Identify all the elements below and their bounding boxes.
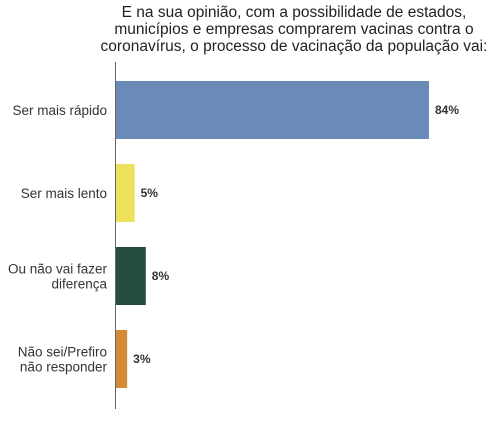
category-label-3: Ou não vai fazer diferença — [8, 262, 108, 292]
chart-title-line-2: municípios e empresas comprarem vacinas … — [114, 21, 474, 38]
category-label-1: Ser mais rápido — [12, 103, 107, 118]
value-label-4: 3% — [133, 352, 151, 366]
category-label-4-line-2: não responder — [20, 360, 108, 375]
bars-group — [116, 81, 429, 388]
category-label-2: Ser mais lento — [21, 186, 107, 201]
bar-1 — [116, 81, 429, 139]
category-label-4: Não sei/Prefiro não responder — [18, 345, 108, 375]
bar-3 — [116, 247, 146, 305]
category-label-2-line-1: Ser mais lento — [21, 186, 107, 201]
bar-2 — [116, 164, 135, 222]
category-label-1-line-1: Ser mais rápido — [12, 103, 107, 118]
chart-title: E na sua opinião, com a possibilidade de… — [100, 4, 488, 55]
value-label-3: 8% — [152, 269, 170, 283]
value-labels: 84% 5% 8% 3% — [133, 103, 459, 366]
chart-title-line-1: E na sua opinião, com a possibilidade de… — [121, 4, 467, 21]
value-label-2: 5% — [141, 186, 159, 200]
category-labels: Ser mais rápido Ser mais lento Ou não vai … — [8, 103, 108, 375]
category-label-3-line-2: diferença — [51, 277, 107, 292]
category-label-3-line-1: Ou não vai fazer — [8, 262, 108, 277]
category-label-4-line-1: Não sei/Prefiro — [18, 345, 107, 360]
value-label-1: 84% — [435, 103, 459, 117]
chart-title-line-3: coronavírus, o processo de vacinação da … — [100, 38, 488, 55]
bar-4 — [116, 330, 128, 388]
